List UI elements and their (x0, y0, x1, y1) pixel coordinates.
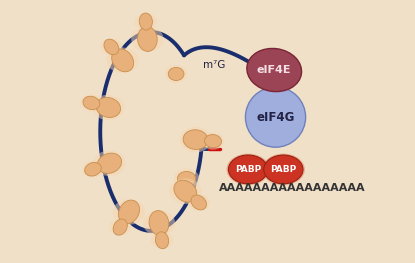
Ellipse shape (202, 133, 224, 150)
Ellipse shape (151, 232, 173, 249)
Ellipse shape (155, 232, 168, 249)
Text: eIF4E: eIF4E (257, 65, 291, 75)
Ellipse shape (228, 155, 268, 184)
Ellipse shape (92, 95, 124, 120)
Ellipse shape (183, 130, 208, 149)
Text: eIF4G: eIF4G (256, 111, 295, 124)
Ellipse shape (96, 98, 121, 118)
Ellipse shape (179, 127, 212, 152)
Text: AAAAAAAAAAAAAAAAA: AAAAAAAAAAAAAAAAA (219, 183, 366, 193)
Ellipse shape (113, 199, 145, 225)
Ellipse shape (131, 26, 164, 52)
Ellipse shape (245, 87, 305, 147)
Ellipse shape (109, 219, 131, 236)
Text: m⁷G: m⁷G (203, 60, 225, 70)
Ellipse shape (82, 161, 104, 178)
Text: PABP: PABP (270, 165, 296, 174)
Ellipse shape (83, 96, 100, 110)
Ellipse shape (188, 194, 210, 211)
Ellipse shape (169, 178, 201, 204)
Ellipse shape (100, 38, 122, 55)
Ellipse shape (262, 154, 305, 185)
Ellipse shape (107, 48, 139, 73)
Ellipse shape (191, 195, 207, 210)
Ellipse shape (205, 135, 222, 148)
Ellipse shape (104, 39, 119, 55)
Ellipse shape (112, 49, 134, 72)
Ellipse shape (135, 13, 157, 30)
Ellipse shape (174, 180, 197, 202)
Ellipse shape (149, 211, 169, 235)
Text: PABP: PABP (235, 165, 261, 174)
Ellipse shape (247, 48, 302, 92)
Ellipse shape (264, 155, 303, 184)
Ellipse shape (119, 200, 139, 224)
Ellipse shape (85, 163, 101, 176)
Ellipse shape (143, 210, 175, 236)
Ellipse shape (81, 94, 103, 112)
Ellipse shape (178, 171, 196, 186)
Ellipse shape (165, 65, 187, 83)
Ellipse shape (174, 169, 199, 189)
Ellipse shape (93, 150, 126, 176)
Ellipse shape (168, 67, 184, 80)
Ellipse shape (227, 154, 270, 185)
Ellipse shape (97, 153, 122, 173)
Ellipse shape (139, 13, 152, 30)
Ellipse shape (137, 27, 157, 51)
Ellipse shape (113, 219, 127, 235)
